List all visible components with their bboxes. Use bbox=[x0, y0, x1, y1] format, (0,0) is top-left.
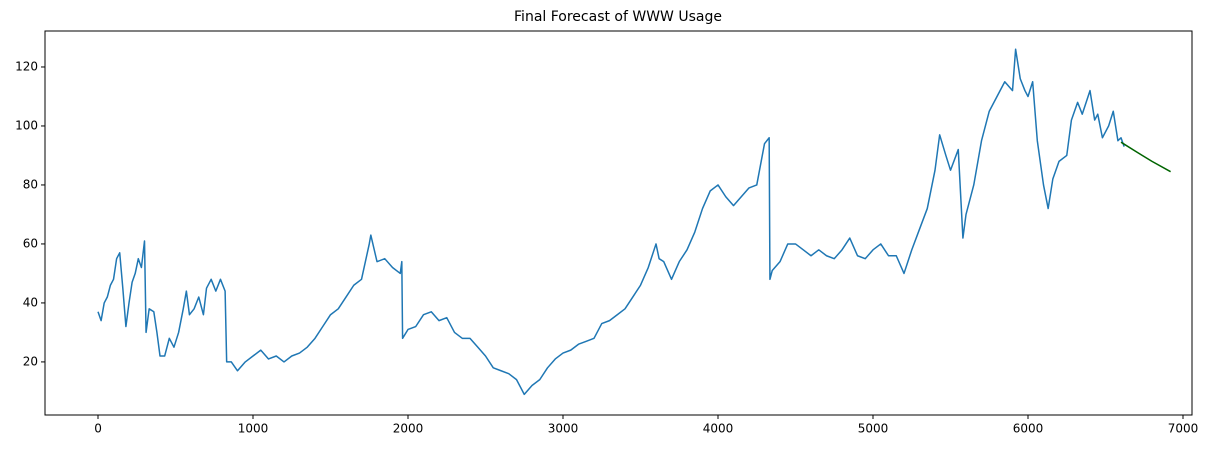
x-tick-label: 3000 bbox=[548, 422, 579, 436]
y-tick-label: 120 bbox=[15, 59, 38, 73]
x-tick-label: 5000 bbox=[858, 422, 889, 436]
x-tick-label: 6000 bbox=[1013, 422, 1044, 436]
y-tick-label: 20 bbox=[23, 354, 38, 368]
x-tick-label: 0 bbox=[94, 422, 102, 436]
series-line bbox=[97, 48, 1125, 396]
y-tick-label: 100 bbox=[15, 118, 38, 132]
x-tick-label: 2000 bbox=[393, 422, 424, 436]
y-tick-label: 80 bbox=[23, 177, 38, 191]
x-tick-label: 4000 bbox=[703, 422, 734, 436]
x-tick-label: 7000 bbox=[1168, 422, 1199, 436]
series-line bbox=[1120, 141, 1171, 173]
x-tick-label: 1000 bbox=[238, 422, 269, 436]
axes-frame bbox=[44, 30, 1193, 416]
y-tick-label: 60 bbox=[23, 236, 38, 250]
y-tick-label: 40 bbox=[23, 295, 38, 309]
chart-title: Final Forecast of WWW Usage bbox=[514, 9, 722, 25]
